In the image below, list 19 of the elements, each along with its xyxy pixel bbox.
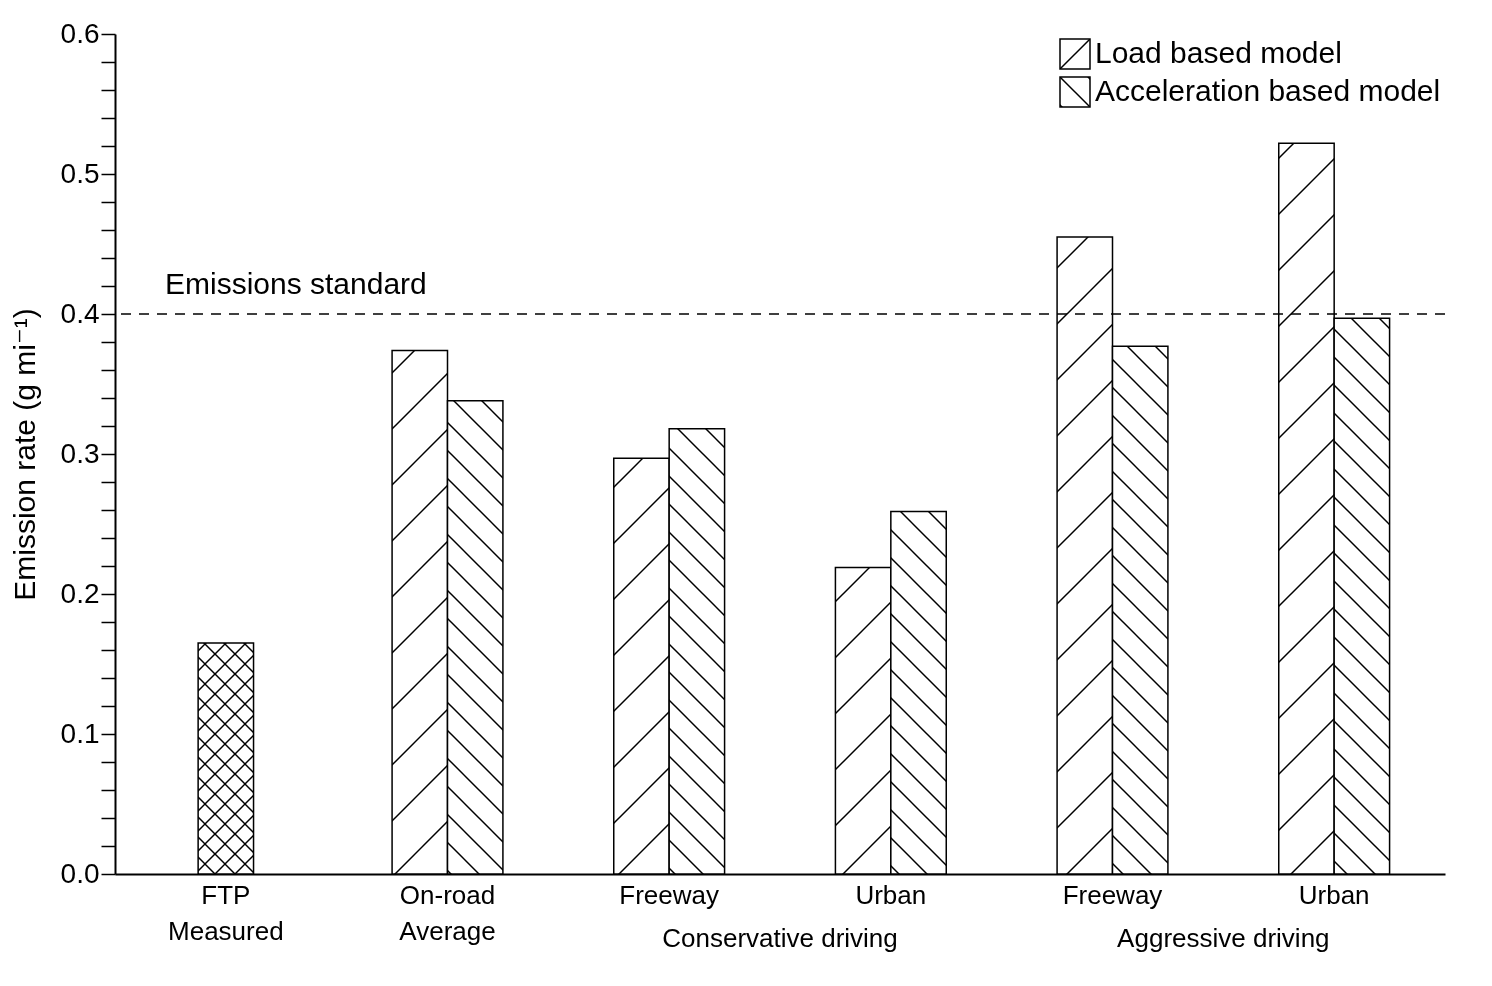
legend-label: Acceleration based model [1095,74,1441,107]
ref-line-label: Emissions standard [165,267,427,300]
x-tick-label: Freeway [619,879,720,910]
y-axis-title: Emission rate (g mi⁻¹) [7,308,41,601]
y-tick-label: 0.1 [60,717,100,749]
y-tick-label: 0.0 [60,857,100,889]
x-tick-label: Urban [855,879,927,910]
legend-label: Load based model [1095,36,1342,69]
x-tick-label: Freeway [1062,879,1163,910]
y-tick-label: 0.5 [60,157,100,189]
x-tick-label: On-road Average [399,879,496,946]
x-tick-label: FTP Measured [168,879,284,946]
y-tick-label: 0.3 [60,437,100,469]
y-tick-label: 0.2 [60,577,100,609]
y-tick-label: 0.6 [60,17,100,49]
y-tick-label: 0.4 [60,297,100,329]
text: Aggressive driving [1117,923,1330,953]
text: Conservative driving [662,923,898,953]
x-tick-label: Urban [1298,879,1370,910]
